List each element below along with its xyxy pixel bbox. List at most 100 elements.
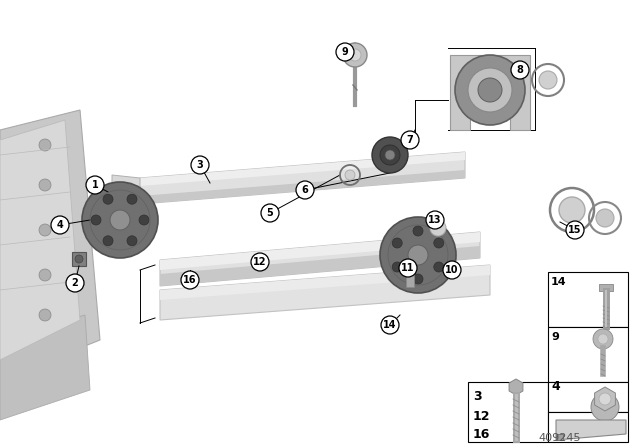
Text: 10: 10 — [445, 265, 459, 275]
Circle shape — [593, 329, 613, 349]
Text: 409245: 409245 — [539, 433, 581, 443]
Circle shape — [511, 61, 529, 79]
Text: 4: 4 — [551, 380, 560, 393]
Circle shape — [336, 43, 354, 61]
Circle shape — [39, 309, 51, 321]
Circle shape — [413, 226, 423, 236]
Polygon shape — [160, 232, 480, 270]
Text: 9: 9 — [551, 332, 559, 342]
Circle shape — [392, 238, 402, 248]
Circle shape — [478, 78, 502, 102]
Circle shape — [405, 260, 415, 270]
Circle shape — [39, 179, 51, 191]
Circle shape — [559, 197, 585, 223]
Polygon shape — [556, 420, 626, 440]
Circle shape — [261, 204, 279, 222]
Circle shape — [468, 68, 512, 112]
Circle shape — [296, 181, 314, 199]
Circle shape — [127, 194, 137, 204]
Polygon shape — [140, 170, 465, 204]
Circle shape — [566, 221, 584, 239]
Circle shape — [181, 271, 199, 289]
Circle shape — [343, 43, 367, 67]
Circle shape — [349, 49, 361, 61]
Polygon shape — [0, 315, 90, 420]
Circle shape — [86, 176, 104, 194]
Circle shape — [75, 255, 83, 263]
Circle shape — [191, 156, 209, 174]
Polygon shape — [160, 265, 490, 300]
Circle shape — [381, 316, 399, 334]
Text: 14: 14 — [383, 320, 397, 330]
Circle shape — [345, 170, 355, 180]
Circle shape — [39, 269, 51, 281]
Text: 6: 6 — [301, 185, 308, 195]
Circle shape — [401, 131, 419, 149]
Circle shape — [598, 334, 608, 344]
Circle shape — [51, 216, 69, 234]
Circle shape — [434, 238, 444, 248]
Text: 3: 3 — [196, 160, 204, 170]
Circle shape — [82, 182, 158, 258]
Circle shape — [380, 145, 400, 165]
Bar — [548, 412, 628, 442]
Circle shape — [139, 215, 149, 225]
Bar — [548, 382, 628, 412]
Polygon shape — [112, 175, 140, 210]
Polygon shape — [140, 152, 465, 204]
Circle shape — [66, 274, 84, 292]
Text: 7: 7 — [406, 135, 413, 145]
Circle shape — [455, 55, 525, 125]
Polygon shape — [0, 110, 100, 380]
Polygon shape — [140, 152, 465, 186]
Circle shape — [39, 139, 51, 151]
Text: 16: 16 — [183, 275, 196, 285]
Circle shape — [399, 259, 417, 277]
Circle shape — [251, 253, 269, 271]
Text: 9: 9 — [342, 47, 348, 57]
Text: 5: 5 — [267, 208, 273, 218]
Circle shape — [408, 245, 428, 265]
Text: 11: 11 — [401, 263, 415, 273]
Polygon shape — [0, 120, 80, 360]
Circle shape — [434, 262, 444, 272]
Circle shape — [599, 393, 611, 405]
Bar — [468, 382, 548, 442]
Circle shape — [127, 236, 137, 246]
Circle shape — [385, 150, 395, 160]
Text: 12: 12 — [473, 410, 490, 423]
Circle shape — [91, 215, 101, 225]
Text: 14: 14 — [551, 277, 566, 287]
Circle shape — [596, 209, 614, 227]
Circle shape — [443, 261, 461, 279]
Text: 13: 13 — [428, 215, 442, 225]
Bar — [599, 284, 613, 291]
Circle shape — [413, 274, 423, 284]
Text: 15: 15 — [568, 225, 582, 235]
Circle shape — [39, 224, 51, 236]
Polygon shape — [160, 246, 480, 286]
Text: 3: 3 — [473, 391, 482, 404]
Circle shape — [430, 220, 446, 236]
Polygon shape — [556, 434, 563, 440]
Circle shape — [110, 210, 130, 230]
Bar — [548, 327, 628, 382]
Circle shape — [392, 262, 402, 272]
Circle shape — [380, 217, 456, 293]
Circle shape — [103, 236, 113, 246]
Circle shape — [372, 137, 408, 173]
Text: 1: 1 — [92, 180, 99, 190]
Bar — [548, 272, 628, 327]
Text: 4: 4 — [56, 220, 63, 230]
Bar — [406, 265, 414, 287]
Text: 16: 16 — [473, 427, 490, 440]
Text: 2: 2 — [72, 278, 78, 288]
Text: 8: 8 — [516, 65, 524, 75]
Polygon shape — [160, 265, 490, 320]
Circle shape — [103, 194, 113, 204]
Circle shape — [539, 71, 557, 89]
Text: 12: 12 — [253, 257, 267, 267]
Polygon shape — [450, 55, 530, 130]
Polygon shape — [160, 232, 480, 286]
Bar — [72, 252, 86, 266]
